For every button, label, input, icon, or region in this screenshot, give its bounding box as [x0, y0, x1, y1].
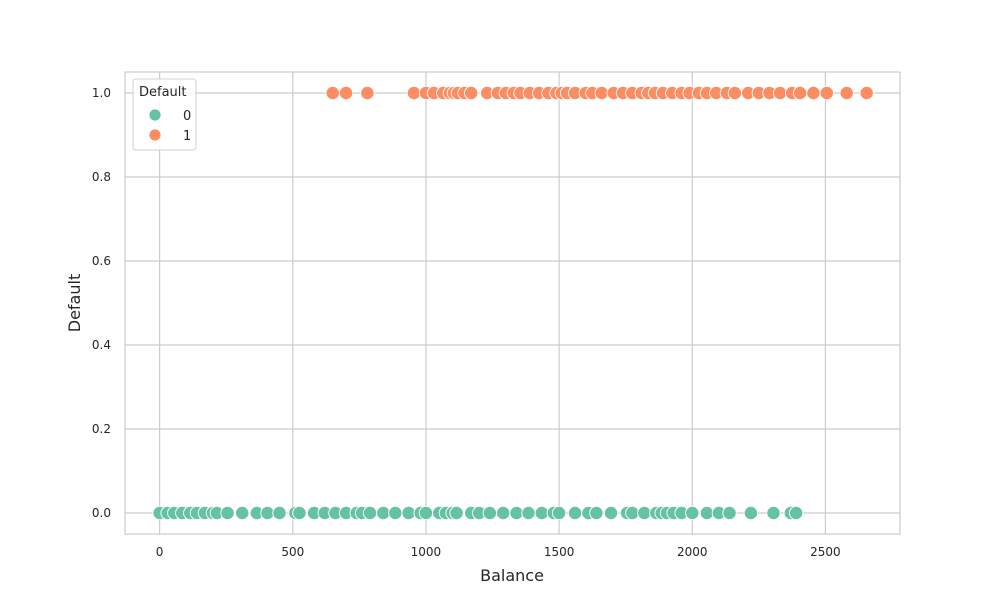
y-axis-label: Default: [65, 274, 84, 332]
legend-marker-1: [148, 128, 162, 142]
y-tick-label: 0.4: [92, 338, 111, 352]
data-point-series-0: [362, 505, 378, 521]
data-points: [152, 85, 874, 521]
y-tick-labels: 0.0 0.2 0.4 0.6 0.8 1.0: [92, 86, 111, 520]
x-tick-label: 1000: [411, 545, 442, 559]
data-point-series-0: [401, 505, 416, 521]
data-point-series-0: [496, 505, 511, 521]
legend-label-1: 1: [183, 129, 191, 144]
data-point-series-0: [625, 505, 640, 521]
x-tick-label: 500: [281, 545, 304, 559]
data-point-series-1: [325, 85, 340, 101]
y-tick-label: 0.2: [92, 422, 111, 436]
data-point-series-0: [551, 505, 567, 521]
data-point-series-0: [388, 505, 403, 521]
data-point-series-1: [792, 85, 808, 101]
y-tick-label: 0.0: [92, 506, 111, 520]
legend: Default 0 1: [132, 78, 197, 151]
data-point-series-0: [788, 505, 804, 521]
data-point-series-0: [292, 505, 307, 521]
data-point-series-0: [567, 505, 583, 521]
y-tick-label: 0.8: [92, 170, 111, 184]
x-tick-labels: 0 500 1000 1500 2000 2500: [156, 545, 841, 559]
data-point-series-0: [603, 505, 619, 521]
data-point-series-1: [859, 85, 874, 101]
data-point-series-1: [773, 85, 788, 101]
data-point-series-1: [338, 85, 354, 101]
y-tick-label: 0.6: [92, 254, 111, 268]
plot-frame: [124, 71, 901, 535]
data-point-series-0: [260, 505, 275, 521]
data-point-series-0: [685, 505, 700, 521]
plot-background: [125, 72, 900, 534]
y-tick-label: 1.0: [92, 86, 111, 100]
data-point-series-1: [727, 85, 743, 101]
legend-box: [132, 78, 197, 151]
data-point-series-1: [406, 85, 422, 101]
legend-label-0: 0: [183, 109, 191, 124]
data-point-series-1: [819, 85, 834, 101]
data-point-series-0: [220, 505, 235, 521]
data-point-series-0: [235, 505, 250, 521]
data-point-series-1: [594, 85, 609, 101]
data-point-series-0: [722, 505, 737, 521]
x-axis-label: Balance: [480, 566, 544, 585]
data-point-series-1: [839, 85, 854, 101]
x-tick-label: 1500: [544, 545, 575, 559]
data-point-series-0: [449, 505, 464, 521]
data-point-series-0: [418, 505, 434, 521]
data-point-series-0: [589, 505, 604, 521]
x-tick-label: 2000: [677, 545, 708, 559]
data-point-series-0: [743, 505, 759, 521]
data-point-series-0: [534, 505, 549, 521]
x-tick-label: 2500: [810, 545, 841, 559]
data-point-series-0: [699, 505, 715, 521]
data-point-series-0: [637, 505, 652, 521]
x-tick-label: 0: [156, 545, 164, 559]
data-point-series-0: [272, 505, 287, 521]
data-point-series-1: [806, 85, 821, 101]
data-point-series-0: [521, 505, 536, 521]
data-point-series-0: [509, 505, 524, 521]
data-point-series-1: [464, 85, 479, 101]
data-point-series-0: [766, 505, 781, 521]
legend-marker-0: [148, 108, 162, 122]
legend-title: Default: [139, 85, 187, 100]
data-point-series-1: [360, 85, 375, 101]
data-point-series-0: [482, 505, 498, 521]
data-point-series-0: [376, 505, 391, 521]
